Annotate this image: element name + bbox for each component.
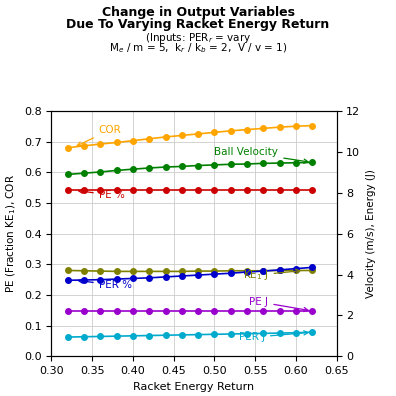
Y-axis label: Velocity (m/s), Energy (J): Velocity (m/s), Energy (J) <box>366 169 376 298</box>
Text: (Inputs: PER$_r$ = vary: (Inputs: PER$_r$ = vary <box>145 31 251 45</box>
Text: PER J: PER J <box>239 331 308 343</box>
Text: PE %: PE % <box>78 189 125 200</box>
X-axis label: Racket Energy Return: Racket Energy Return <box>133 382 255 392</box>
Y-axis label: PE (Fraction KE$_1$), COR: PE (Fraction KE$_1$), COR <box>5 174 19 293</box>
Text: Change in Output Variables: Change in Output Variables <box>101 6 295 19</box>
Text: PER %: PER % <box>78 279 132 290</box>
Text: PE J: PE J <box>249 297 308 312</box>
Text: Due To Varying Racket Energy Return: Due To Varying Racket Energy Return <box>67 18 329 31</box>
Text: M$_e$ / m = 5,  k$_r$ / k$_b$ = 2,  V / v = 1): M$_e$ / m = 5, k$_r$ / k$_b$ = 2, V / v … <box>109 41 287 55</box>
Text: KE$_1$ J: KE$_1$ J <box>243 268 300 282</box>
Text: Ball Velocity: Ball Velocity <box>214 147 308 163</box>
Text: COR: COR <box>77 125 122 146</box>
